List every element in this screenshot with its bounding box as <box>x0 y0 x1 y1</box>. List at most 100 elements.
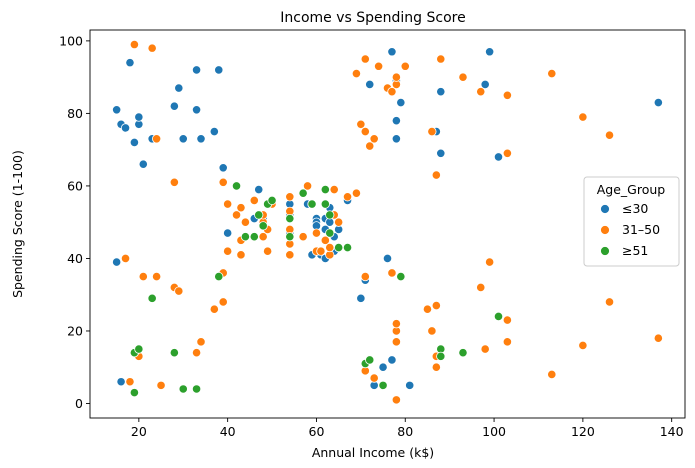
data-point <box>147 293 157 303</box>
data-point <box>485 257 495 267</box>
plot-area <box>89 29 686 419</box>
data-point <box>120 253 131 264</box>
data-point <box>112 105 122 115</box>
data-point <box>152 271 162 282</box>
data-point <box>285 232 295 242</box>
data-point <box>360 54 370 64</box>
data-point <box>351 188 362 198</box>
data-point <box>604 130 615 140</box>
data-point <box>285 250 295 260</box>
data-point <box>320 199 330 209</box>
data-point <box>547 369 557 380</box>
data-point <box>169 101 179 111</box>
data-point <box>374 61 384 71</box>
y-tick-label: 20 <box>67 323 83 338</box>
x-axis-label: Annual Income (k$) <box>312 445 434 460</box>
data-point <box>236 250 246 260</box>
data-point <box>116 377 126 387</box>
data-point <box>431 170 441 180</box>
legend-label: ≥51 <box>622 243 648 258</box>
data-point <box>147 43 157 53</box>
data-point <box>152 134 162 144</box>
data-point <box>502 90 512 100</box>
y-axis-label: Spending Score (1-100) <box>10 150 25 298</box>
series-3 <box>129 181 504 398</box>
data-point <box>578 112 588 122</box>
data-point <box>458 72 468 82</box>
legend-title: Age_Group <box>597 182 666 197</box>
data-point <box>258 221 268 231</box>
x-tick-label: 80 <box>397 424 413 439</box>
data-point <box>178 134 188 144</box>
data-point <box>236 203 246 213</box>
data-point <box>578 340 588 351</box>
data-point <box>405 380 415 390</box>
x-tick-label: 100 <box>482 424 506 439</box>
data-point <box>285 213 295 224</box>
data-point <box>320 184 330 195</box>
data-point <box>263 246 273 256</box>
data-point <box>120 123 131 133</box>
data-point <box>191 348 202 358</box>
data-point <box>134 112 144 122</box>
data-point <box>196 134 206 144</box>
data-point <box>138 159 148 169</box>
data-point <box>436 54 446 64</box>
data-point <box>391 337 401 347</box>
data-point <box>258 232 268 242</box>
data-point <box>214 271 224 282</box>
data-point <box>422 304 433 314</box>
data-point <box>360 271 370 282</box>
legend-label: 31–50 <box>622 222 660 237</box>
data-point <box>138 271 148 282</box>
data-point <box>196 337 206 347</box>
data-point <box>387 268 397 278</box>
data-point <box>298 232 308 242</box>
y-tick-label: 40 <box>67 251 83 266</box>
data-point <box>502 148 512 158</box>
data-point <box>391 134 401 144</box>
data-point <box>174 83 184 93</box>
data-point <box>218 177 228 187</box>
x-tick-label: 40 <box>220 424 236 439</box>
data-point <box>249 195 259 206</box>
data-point <box>254 210 264 220</box>
y-tick-label: 60 <box>67 178 83 193</box>
data-point <box>298 188 308 198</box>
data-point <box>396 271 406 282</box>
data-point <box>476 87 486 97</box>
data-point <box>320 235 330 245</box>
data-point <box>436 148 446 158</box>
data-point <box>218 163 228 173</box>
data-point <box>356 293 366 303</box>
data-point <box>387 355 397 365</box>
x-tick-label: 60 <box>309 424 325 439</box>
data-point <box>178 384 188 394</box>
data-point <box>191 105 202 115</box>
data-point <box>240 217 251 227</box>
chart-title: Income vs Spending Score <box>280 10 465 26</box>
data-point <box>329 184 339 195</box>
data-point <box>231 181 242 191</box>
data-point <box>653 333 663 343</box>
data-point <box>365 141 375 151</box>
x-tick-label: 20 <box>131 424 147 439</box>
data-point <box>223 246 233 256</box>
data-point <box>365 79 375 89</box>
data-point <box>400 61 410 71</box>
data-point <box>311 228 322 238</box>
data-point <box>502 315 512 325</box>
data-point <box>653 97 663 108</box>
data-point <box>169 177 179 187</box>
data-point <box>214 65 224 75</box>
data-point <box>502 337 512 347</box>
data-point <box>209 304 219 314</box>
data-point <box>480 79 490 89</box>
x-axis: 20 40 60 80 100 120 140 <box>131 418 684 439</box>
data-point <box>249 232 259 242</box>
data-point <box>191 65 202 75</box>
legend-label: ≤30 <box>622 201 648 216</box>
data-point <box>325 242 335 253</box>
data-point <box>391 395 401 405</box>
